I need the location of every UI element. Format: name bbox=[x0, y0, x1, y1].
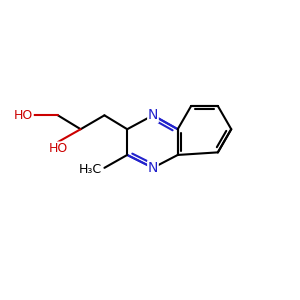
Text: HO: HO bbox=[14, 109, 33, 122]
Text: N: N bbox=[148, 108, 158, 122]
Text: H₃C: H₃C bbox=[78, 163, 101, 176]
Text: N: N bbox=[148, 161, 158, 175]
Text: HO: HO bbox=[49, 142, 68, 155]
